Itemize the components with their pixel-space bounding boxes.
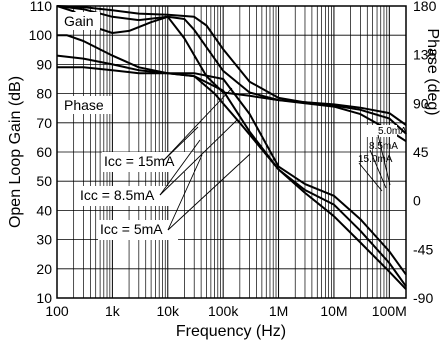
- x-tick-label: 100k: [208, 303, 239, 319]
- leader-5ma-phase: [167, 154, 203, 231]
- x-tick-label: 1M: [269, 303, 288, 319]
- y-tick-label-right: 180: [413, 0, 437, 14]
- y-tick-label-left: 40: [36, 202, 52, 218]
- icc-5ma-label: Icc = 5mA: [100, 221, 163, 237]
- annotations: Gain Phase Icc = 15mA Icc = 8.5mA Icc = …: [62, 12, 407, 240]
- gain-curve: [57, 66, 407, 276]
- phase-curve: [56, 5, 407, 135]
- leader-8-5ma-phase: [159, 139, 201, 196]
- curves: [56, 5, 407, 290]
- y-tick-label-left: 80: [36, 86, 52, 102]
- y-tick-label-right: 135: [413, 47, 437, 63]
- label-15-0ma: 15.0mA: [358, 154, 393, 165]
- leader-5-0ma: [377, 134, 391, 186]
- x-tick-label: 1k: [105, 303, 121, 319]
- y-tick-label-left: 90: [36, 56, 52, 72]
- tick-labels: 100 1k 10k 100k 1M 10M 100M 10 20 30 40 50 60 70 80 90 1…: [29, 0, 437, 319]
- icc-15ma-label: Icc = 15mA: [104, 153, 175, 169]
- label-5-0ma: 5.0mA: [378, 126, 407, 137]
- phase-curve: [56, 5, 407, 143]
- y-tick-label-right: 90: [413, 95, 429, 111]
- gain-curve: [57, 34, 407, 290]
- leader-15ma-phase: [162, 126, 199, 162]
- x-axis-title: Frequency (Hz): [176, 323, 286, 340]
- leader-15-0ma: [358, 162, 383, 192]
- y-tick-label-left: 110: [30, 0, 53, 14]
- y-axis-title-left: Open Loop Gain (dB): [7, 76, 24, 228]
- y-tick-label-left: 30: [36, 232, 52, 248]
- phase-curve: [56, 5, 407, 126]
- y-tick-label-left: 60: [36, 144, 52, 160]
- label-8-5ma: 8.5mA: [369, 141, 398, 152]
- icc-8-5ma-label: Icc = 8.5mA: [80, 187, 155, 203]
- y-tick-label-right: 45: [413, 144, 429, 160]
- y-tick-label-left: 70: [36, 115, 52, 131]
- y-axis-title-right: Phase (deg): [424, 28, 440, 115]
- y-tick-label-left: 20: [36, 261, 52, 277]
- gain-curve: [56, 54, 407, 287]
- plot-frame: [56, 5, 407, 299]
- y-tick-label-left: 50: [36, 173, 52, 189]
- y-tick-label-left: 10: [36, 290, 52, 306]
- y-tick-label-right: -45: [413, 241, 433, 257]
- y-tick-label-right: 0: [413, 193, 421, 209]
- x-tick-label: 10M: [320, 303, 347, 319]
- x-tick-label: 100: [45, 303, 69, 319]
- y-tick-label-left: 100: [29, 27, 53, 43]
- gain-label: Gain: [64, 13, 94, 29]
- y-tick-label-right: -90: [413, 290, 433, 306]
- label-leaders: [159, 87, 391, 231]
- leader-5ma-gain: [167, 153, 251, 231]
- leader-8-5ma: [369, 149, 387, 189]
- x-tick-label: 10k: [156, 303, 180, 319]
- phase-label: Phase: [64, 97, 104, 113]
- x-tick-label: 100M: [372, 303, 407, 319]
- leader-8-5ma-gain: [159, 119, 238, 196]
- leader-15ma-gain: [162, 87, 233, 162]
